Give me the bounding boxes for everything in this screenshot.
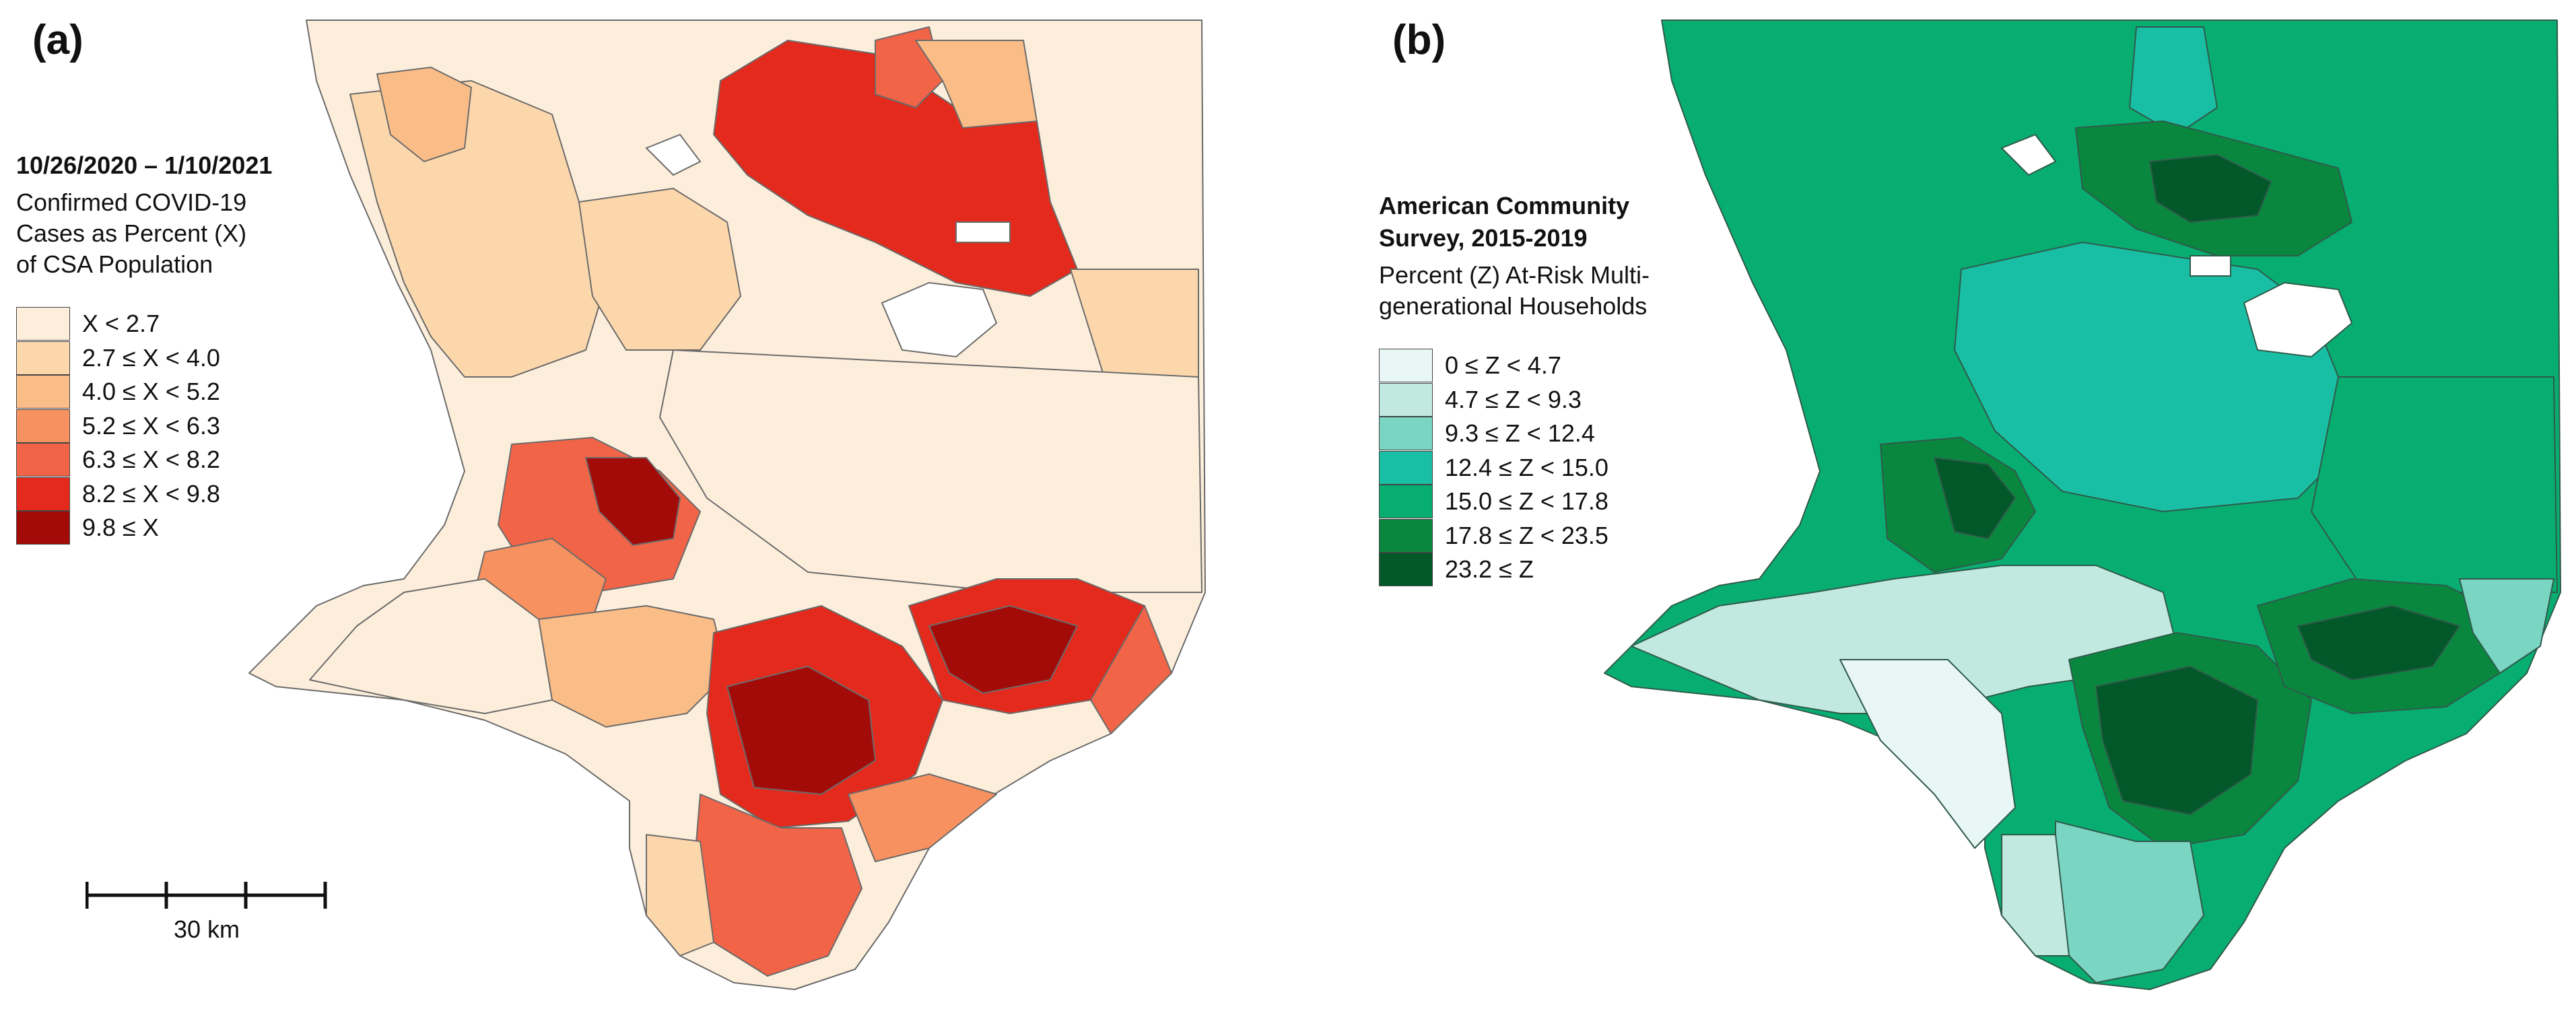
region-sfv-core [585, 457, 681, 546]
a-legend-label: 6.3 ≤ X < 8.2 [82, 446, 220, 474]
panel-b: (b) American Community Survey, 2015-2019… [1288, 0, 2576, 1011]
legend-a-subtitle-line: of CSA Population [16, 250, 213, 278]
b-legend-item: 15.0 ≤ Z < 17.8 [1379, 485, 1650, 519]
a-legend-item: 6.3 ≤ X < 8.2 [16, 443, 272, 477]
region-basin-dark [726, 666, 876, 795]
panel-a: (a) 10/26/2020 – 1/10/2021 Confirmed COV… [16, 17, 1206, 990]
b-legend-swatch [1379, 518, 1433, 553]
region-east-b [2311, 376, 2558, 593]
region-northeast [915, 40, 1038, 129]
b-legend-swatch [1379, 485, 1433, 519]
a-legend-swatch [16, 477, 70, 511]
a-legend-item: 9.8 ≤ X [16, 511, 272, 545]
region-north-valley [578, 188, 741, 351]
region-interior-west [349, 80, 607, 378]
legend-b: American Community Survey, 2015-2019 Per… [1379, 190, 1650, 587]
a-legend-item: 2.7 ≤ X < 4.0 [16, 341, 272, 376]
void-b-2 [2190, 255, 2231, 277]
region-sgv-dark [928, 605, 1078, 694]
b-legend-item: 17.8 ≤ Z < 23.5 [1379, 518, 1650, 553]
a-legend-item: 8.2 ≤ X < 9.8 [16, 477, 272, 512]
region-westside-b [1839, 659, 2016, 849]
b-legend-swatch [1379, 553, 1433, 587]
a-legend-label: 9.8 ≤ X [82, 514, 159, 542]
legend-b-title: American Community Survey, 2015-2019 [1379, 190, 1650, 254]
a-legend-label: 4.0 ≤ X < 5.2 [82, 378, 220, 406]
a-legend-label: 2.7 ≤ X < 4.0 [82, 343, 220, 372]
legend-a-subtitle: Confirmed COVID-19 Cases as Percent (X) … [16, 187, 272, 280]
legend-a-subtitle-line: Cases as Percent (X) [16, 219, 247, 247]
b-legend-swatch [1379, 349, 1433, 383]
region-basin-west [538, 605, 728, 728]
b-legend-swatch [1379, 382, 1433, 417]
legend-b-title-line: American Community [1379, 192, 1630, 219]
void-1 [645, 133, 702, 176]
scale-bar-label: 30 km [173, 915, 240, 943]
region-basin-b-dark [2095, 666, 2258, 815]
region-sgv-b-dark [2297, 605, 2460, 681]
b-legend-label: 0 ≤ Z < 4.7 [1445, 351, 1561, 380]
region-south-b [2001, 834, 2070, 956]
legend-a-items: X < 2.7 2.7 ≤ X < 4.0 4.0 ≤ X < 5.2 5.2 ≤ X… [16, 307, 272, 545]
legend-a: 10/26/2020 – 1/10/2021 Confirmed COVID-1… [16, 149, 272, 545]
a-legend-swatch [16, 307, 70, 341]
legend-b-items: 0 ≤ Z < 4.7 4.7 ≤ Z < 9.3 9.3 ≤ Z < 12.4 12… [1379, 349, 1650, 587]
region-west-light [1631, 565, 2177, 714]
a-legend-swatch [16, 375, 70, 409]
region-east-teal [2459, 578, 2554, 674]
void-2 [955, 221, 1011, 243]
legend-a-title: 10/26/2020 – 1/10/2021 [16, 151, 273, 179]
b-legend-label: 23.2 ≤ Z [1445, 555, 1534, 584]
a-legend-label: 5.2 ≤ X < 6.3 [82, 411, 220, 440]
b-legend-label: 12.4 ≤ Z < 15.0 [1445, 453, 1608, 481]
b-legend-item: 4.7 ≤ Z < 9.3 [1379, 382, 1650, 417]
region-antelope-core [2149, 154, 2272, 223]
region-east-desert-south [659, 349, 1202, 593]
region-westside [309, 578, 553, 714]
a-legend-item: 5.2 ≤ X < 6.3 [16, 409, 272, 444]
b-legend-item: 9.3 ≤ Z < 12.4 [1379, 417, 1650, 451]
b-legend-label: 17.8 ≤ Z < 23.5 [1445, 521, 1608, 549]
map-b-multigenerational [1604, 20, 2561, 990]
b-legend-label: 15.0 ≤ Z < 17.8 [1445, 487, 1608, 516]
b-legend-swatch [1379, 450, 1433, 485]
legend-b-subtitle-line: generational Households [1379, 292, 1648, 320]
void-b-1 [2000, 133, 2057, 176]
a-legend-item: 4.0 ≤ X < 5.2 [16, 375, 272, 409]
b-legend-swatch [1379, 417, 1433, 451]
legend-b-subtitle: Percent (Z) At-Risk Multi- generational … [1379, 260, 1650, 322]
b-legend-item: 0 ≤ Z < 4.7 [1379, 349, 1650, 383]
legend-b-title-line: Survey, 2015-2019 [1379, 224, 1588, 252]
region-west-coast [376, 67, 472, 162]
panel-b-label: (b) [1392, 17, 1446, 63]
panel-a-label: (a) [32, 17, 83, 63]
scale-bar: 30 km [85, 875, 328, 943]
region-south-coast [646, 834, 714, 956]
a-legend-swatch [16, 511, 70, 545]
region-sfv-b-dark [1934, 457, 2016, 539]
b-legend-label: 4.7 ≤ Z < 9.3 [1445, 385, 1582, 413]
void-b-3 [2243, 281, 2353, 358]
region-north-teal [2129, 26, 2218, 135]
a-legend-label: X < 2.7 [82, 310, 160, 338]
a-legend-swatch [16, 443, 70, 477]
b-legend-item: 12.4 ≤ Z < 15.0 [1379, 450, 1650, 485]
b-legend-label: 9.3 ≤ Z < 12.4 [1445, 419, 1595, 448]
region-se [848, 773, 997, 862]
map-a-covid-cases [248, 20, 1206, 990]
a-legend-item: X < 2.7 [16, 307, 272, 341]
legend-b-subtitle-line: Percent (Z) At-Risk Multi- [1379, 261, 1650, 289]
void-3 [881, 281, 998, 358]
b-legend-item: 23.2 ≤ Z [1379, 553, 1650, 587]
region-east-edge [1090, 605, 1172, 734]
legend-a-subtitle-line: Confirmed COVID-19 [16, 188, 247, 216]
a-legend-swatch [16, 409, 70, 443]
scale-bar-graphic [85, 882, 327, 909]
a-legend-label: 8.2 ≤ X < 9.8 [82, 479, 220, 508]
a-legend-swatch [16, 341, 70, 375]
